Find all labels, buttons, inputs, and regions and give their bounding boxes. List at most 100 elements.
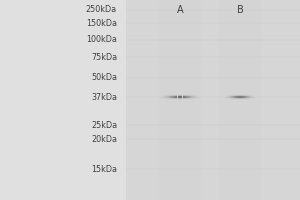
- Bar: [184, 96, 185, 97]
- Bar: [241, 96, 242, 97]
- Bar: [231, 98, 232, 99]
- Bar: [165, 95, 166, 96]
- Bar: [234, 95, 235, 96]
- Bar: [188, 99, 189, 100]
- Bar: [230, 97, 231, 98]
- Bar: [228, 97, 229, 98]
- Bar: [249, 94, 250, 95]
- Bar: [235, 99, 236, 100]
- Bar: [239, 99, 240, 100]
- Bar: [192, 94, 194, 95]
- Bar: [182, 96, 184, 97]
- Bar: [196, 95, 197, 96]
- Bar: [231, 94, 232, 95]
- Bar: [182, 94, 184, 95]
- Bar: [181, 97, 182, 98]
- Bar: [234, 94, 235, 95]
- Bar: [230, 98, 231, 99]
- Bar: [174, 96, 175, 97]
- Bar: [242, 95, 243, 96]
- Bar: [165, 94, 166, 95]
- Text: 100kDa: 100kDa: [86, 36, 117, 45]
- Bar: [182, 95, 184, 96]
- Bar: [197, 98, 199, 99]
- Bar: [164, 97, 165, 98]
- Bar: [252, 99, 253, 100]
- Bar: [242, 94, 243, 95]
- Bar: [178, 97, 179, 98]
- Bar: [219, 0, 261, 200]
- Bar: [174, 94, 175, 95]
- Bar: [232, 94, 233, 95]
- Bar: [238, 96, 239, 97]
- Bar: [240, 97, 241, 98]
- Bar: [178, 95, 179, 96]
- Bar: [241, 97, 242, 98]
- Bar: [228, 98, 229, 99]
- Bar: [228, 94, 229, 95]
- Bar: [190, 95, 191, 96]
- Text: 150kDa: 150kDa: [86, 19, 117, 27]
- Bar: [224, 97, 226, 98]
- Bar: [245, 98, 246, 99]
- Bar: [171, 97, 172, 98]
- Bar: [185, 96, 186, 97]
- Bar: [185, 99, 186, 100]
- Bar: [192, 96, 194, 97]
- Bar: [244, 99, 245, 100]
- Bar: [189, 97, 190, 98]
- Bar: [244, 96, 245, 97]
- Bar: [175, 99, 176, 100]
- Bar: [248, 97, 249, 98]
- Bar: [241, 98, 242, 99]
- Bar: [163, 94, 164, 95]
- Bar: [164, 95, 165, 96]
- Bar: [236, 98, 237, 99]
- Bar: [167, 95, 168, 96]
- Bar: [191, 95, 192, 96]
- Bar: [169, 96, 170, 97]
- Bar: [179, 99, 180, 100]
- Bar: [186, 99, 188, 100]
- Bar: [231, 95, 232, 96]
- Bar: [237, 98, 238, 99]
- Bar: [229, 95, 230, 96]
- Bar: [174, 97, 175, 98]
- Bar: [250, 98, 251, 99]
- Bar: [192, 98, 194, 99]
- Bar: [226, 99, 228, 100]
- Bar: [239, 94, 240, 95]
- Bar: [248, 99, 249, 100]
- Bar: [235, 97, 236, 98]
- Bar: [229, 99, 230, 100]
- Bar: [180, 96, 181, 97]
- Bar: [197, 96, 199, 97]
- Bar: [234, 96, 235, 97]
- Bar: [224, 98, 226, 99]
- Bar: [250, 95, 251, 96]
- Bar: [254, 95, 256, 96]
- Bar: [233, 99, 234, 100]
- Bar: [228, 96, 229, 97]
- Bar: [235, 96, 236, 97]
- Bar: [188, 96, 189, 97]
- Bar: [172, 98, 174, 99]
- Bar: [242, 99, 243, 100]
- Bar: [172, 94, 174, 95]
- Bar: [224, 95, 226, 96]
- Bar: [240, 99, 241, 100]
- Bar: [164, 98, 165, 99]
- Bar: [189, 94, 190, 95]
- Bar: [180, 98, 181, 99]
- Bar: [176, 96, 178, 97]
- Bar: [251, 97, 252, 98]
- Bar: [252, 96, 253, 97]
- Text: B: B: [237, 5, 243, 15]
- Bar: [254, 94, 256, 95]
- Bar: [232, 98, 233, 99]
- Bar: [229, 96, 230, 97]
- Bar: [249, 97, 250, 98]
- Bar: [195, 94, 196, 95]
- Bar: [239, 96, 240, 97]
- Bar: [192, 99, 194, 100]
